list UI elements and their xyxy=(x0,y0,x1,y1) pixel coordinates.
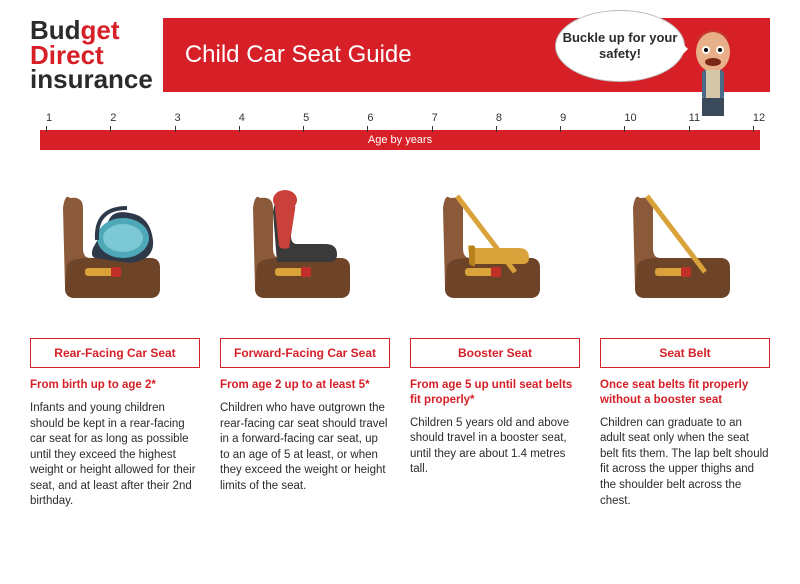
age-range: From birth up to age 2* xyxy=(30,378,200,393)
tick: 1 xyxy=(46,112,47,124)
seat-booster xyxy=(410,168,580,328)
seat-forward-facing xyxy=(220,168,390,328)
tick: 5 xyxy=(303,112,304,124)
seat-illustration-icon xyxy=(605,168,765,328)
logo-part: insurance xyxy=(30,67,153,92)
age-bar-label: Age by years xyxy=(368,134,432,146)
mascot-icon xyxy=(684,28,742,116)
header: Budget Direct insurance Child Car Seat G… xyxy=(0,0,800,92)
logo: Budget Direct insurance xyxy=(30,18,153,92)
banner-title: Child Car Seat Guide xyxy=(185,41,412,69)
stage-desc: Children 5 years old and above should tr… xyxy=(410,416,580,478)
info-col: Booster Seat From age 5 up until seat be… xyxy=(410,338,580,510)
speech-bubble: Buckle up for your safety! xyxy=(555,10,685,82)
stage-title: Seat Belt xyxy=(600,338,770,368)
seats-row xyxy=(0,158,800,338)
seat-rear-facing xyxy=(30,168,200,328)
tick: 2 xyxy=(110,112,111,124)
age-range: Once seat belts fit properly without a b… xyxy=(600,378,770,408)
stage-title: Forward-Facing Car Seat xyxy=(220,338,390,368)
info-col: Rear-Facing Car Seat From birth up to ag… xyxy=(30,338,200,510)
tick: 9 xyxy=(560,112,561,124)
seat-illustration-icon xyxy=(415,168,575,328)
seat-illustration-icon xyxy=(225,168,385,328)
tick: 11 xyxy=(689,112,690,124)
title-banner: Child Car Seat Guide Buckle up for your … xyxy=(163,18,770,92)
info-col: Seat Belt Once seat belts fit properly w… xyxy=(600,338,770,510)
info-row: Rear-Facing Car Seat From birth up to ag… xyxy=(0,338,800,510)
info-col: Forward-Facing Car Seat From age 2 up to… xyxy=(220,338,390,510)
stage-desc: Children who have outgrown the rear-faci… xyxy=(220,401,390,494)
seat-illustration-icon xyxy=(35,168,195,328)
tick: 7 xyxy=(432,112,433,124)
tick: 6 xyxy=(367,112,368,124)
timeline: 123456789101112 Age by years xyxy=(0,92,800,158)
tick: 4 xyxy=(239,112,240,124)
tick: 10 xyxy=(624,112,625,124)
tick: 12 xyxy=(753,112,754,124)
age-range: From age 5 up until seat belts fit prope… xyxy=(410,378,580,408)
tick: 3 xyxy=(175,112,176,124)
bubble-text: Buckle up for your safety! xyxy=(556,30,684,61)
age-bar: Age by years xyxy=(40,130,760,150)
timeline-ticks: 123456789101112 xyxy=(40,112,760,124)
stage-desc: Infants and young children should be kep… xyxy=(30,401,200,510)
tick: 8 xyxy=(496,112,497,124)
age-range: From age 2 up to at least 5* xyxy=(220,378,390,393)
stage-desc: Children can graduate to an adult seat o… xyxy=(600,416,770,509)
seat-belt-only xyxy=(600,168,770,328)
stage-title: Booster Seat xyxy=(410,338,580,368)
stage-title: Rear-Facing Car Seat xyxy=(30,338,200,368)
